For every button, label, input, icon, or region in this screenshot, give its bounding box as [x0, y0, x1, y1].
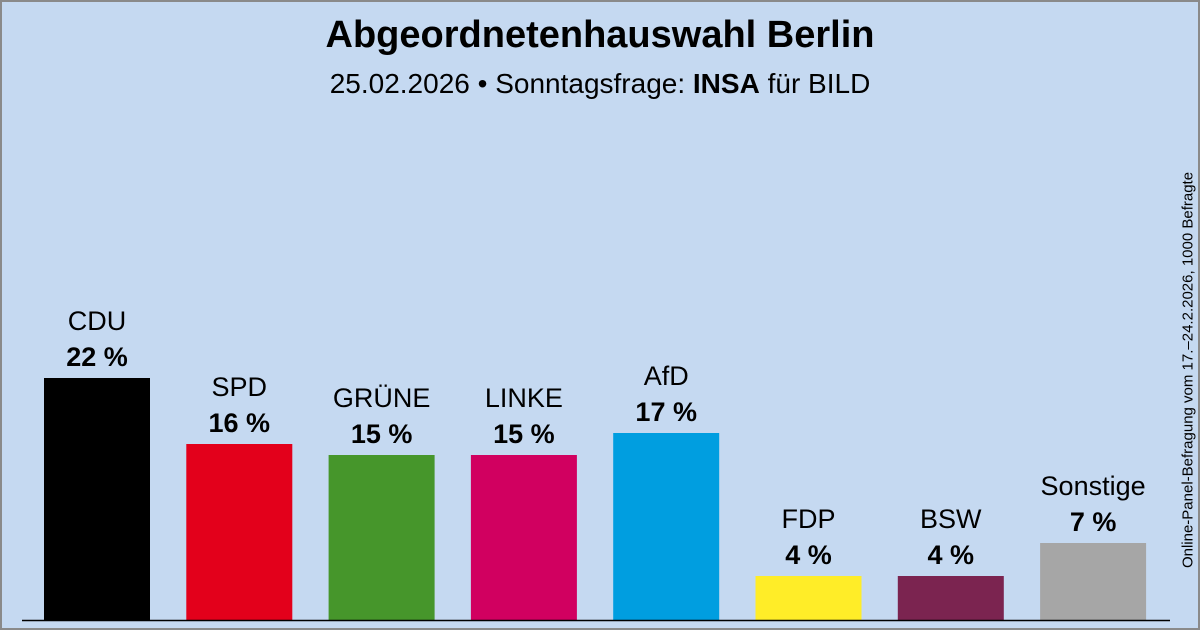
bar-category-label: CDU [68, 306, 127, 336]
bar-fdp [755, 576, 862, 620]
bar-sonstige [1040, 543, 1147, 620]
bar-value-label: 15 % [493, 419, 555, 449]
bar-value-label: 16 % [209, 408, 271, 438]
bar-bsw [897, 576, 1004, 620]
bar-afd [613, 433, 720, 620]
subtitle-prefix: 25.02.2026 • Sonntagsfrage: [329, 68, 686, 99]
chart-subtitle: 25.02.2026 • Sonntagsfrage: INSA für BIL… [0, 68, 1200, 100]
bar-cdu [44, 378, 150, 620]
subtitle-client: für BILD [767, 68, 871, 99]
bar-category-label: GRÜNE [333, 383, 431, 413]
bar-category-label: Sonstige [1041, 471, 1146, 501]
bar-linke [470, 455, 577, 620]
bar-value-label: 22 % [66, 342, 128, 372]
chart-title: Abgeordnetenhauswahl Berlin [325, 14, 875, 56]
bar-value-label: 7 % [1070, 507, 1117, 537]
bar-category-label: BSW [920, 504, 982, 534]
bar-category-label: SPD [212, 372, 268, 402]
bar-value-label: 4 % [928, 540, 975, 570]
bar-value-label: 17 % [635, 397, 697, 427]
bar-value-label: 15 % [351, 419, 413, 449]
bar-category-label: FDP [782, 504, 836, 534]
bar-spd [186, 444, 293, 620]
subtitle-institute: INSA [692, 68, 760, 99]
bar-gr-ne [328, 455, 435, 620]
bar-category-label: AfD [644, 361, 689, 391]
bar-category-label: LINKE [485, 383, 563, 413]
bar-value-label: 4 % [785, 540, 832, 570]
